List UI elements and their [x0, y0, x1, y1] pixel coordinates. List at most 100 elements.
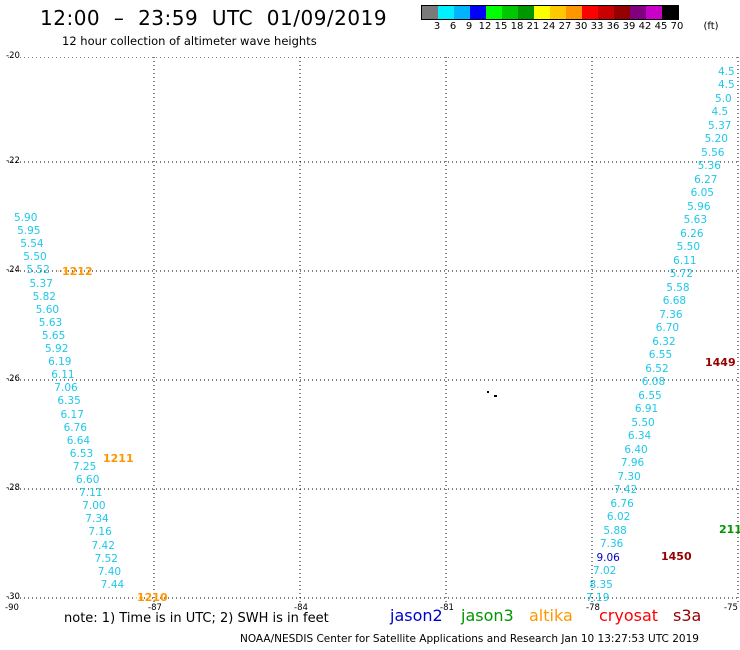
y-tick-label: -22	[6, 156, 20, 166]
wave-height-value: 5.20	[704, 133, 728, 146]
x-tick-label: -81	[440, 603, 454, 613]
note: note: 1) Time is in UTC; 2) SWH is in fe…	[64, 611, 329, 626]
wave-height-value: 5.37	[29, 277, 53, 290]
scale-swatch	[518, 6, 534, 19]
scale-swatch	[598, 6, 614, 19]
wave-height-value: 6.53	[69, 447, 94, 460]
scale-label: 42	[638, 21, 652, 32]
scale-swatch	[646, 6, 662, 19]
time-label: 1212	[62, 265, 93, 278]
wave-height-value: 4.5	[718, 79, 735, 92]
wave-height-value: 7.40	[97, 565, 122, 578]
scale-label: 6	[449, 21, 457, 32]
scale-label: 9	[465, 21, 473, 32]
wave-height-value: 5.90	[14, 212, 38, 224]
legend-jason2: jason2	[390, 606, 443, 625]
legend-s3a: s3a	[673, 606, 702, 625]
wave-height-value: 7.42	[613, 484, 638, 497]
y-tick-label: -30	[6, 592, 20, 602]
wave-height-value: 5.96	[687, 200, 711, 213]
wave-height-value: 5.88	[603, 524, 627, 537]
wave-height-value: 6.91	[634, 403, 659, 416]
wave-height-value: 7.44	[100, 578, 125, 591]
scale-label: 70	[670, 21, 684, 32]
y-tick-label: -20	[6, 51, 20, 61]
time-label: 1450	[661, 550, 692, 563]
scale-swatch	[630, 6, 646, 19]
legend-jason3: jason3	[461, 606, 514, 625]
x-tick-label: -75	[724, 603, 738, 613]
wave-height-value: 6.32	[652, 335, 676, 348]
scale-swatch	[470, 6, 486, 19]
scale-swatch	[438, 6, 454, 19]
wave-height-value: 7.06	[54, 382, 78, 395]
scale-label: (ft)	[703, 21, 719, 32]
wave-height-value: 5.52	[26, 264, 50, 277]
wave-height-value: 5.54	[20, 238, 44, 251]
wave-height-value: 5.95	[17, 225, 41, 238]
wave-height-value: 7.19	[586, 592, 610, 604]
wave-height-value: 5.37	[708, 119, 732, 132]
wave-height-value: 6.55	[648, 349, 673, 362]
wave-height-value: 7.42	[91, 539, 115, 552]
wave-height-value: 7.25	[72, 460, 97, 473]
scale-swatch	[550, 6, 566, 19]
scale-swatch	[534, 6, 550, 19]
y-tick-label: -26	[6, 374, 20, 384]
wave-height-value: 7.30	[617, 470, 641, 483]
scale-swatch	[422, 6, 438, 19]
wave-height-value: 6.27	[694, 173, 718, 186]
scale-swatch	[486, 6, 502, 19]
scale-label: 30	[574, 21, 588, 32]
island-dot	[494, 395, 497, 397]
wave-height-value: 6.52	[645, 362, 669, 375]
x-tick-label: -87	[148, 603, 162, 613]
wave-height-value: 6.34	[627, 430, 652, 443]
wave-height-value: 5.65	[41, 329, 66, 342]
wave-height-value: 5.50	[631, 416, 655, 429]
y-tick-label: -28	[6, 483, 20, 493]
scale-label: 45	[654, 21, 668, 32]
wave-height-value: 5.63	[38, 316, 63, 329]
wave-height-value: 7.36	[659, 308, 683, 321]
wave-height-value: 5.60	[35, 303, 60, 316]
scale-label: 36	[606, 21, 620, 32]
scale-label: 33	[590, 21, 604, 32]
wave-height-value: 6.76	[610, 497, 634, 510]
wave-height-value: 6.08	[641, 376, 666, 389]
wave-height-value: 5.92	[45, 343, 69, 355]
wave-height-value: 6.55	[638, 389, 662, 402]
scale-label: 21	[526, 21, 540, 32]
legend-altika: altika	[529, 606, 573, 625]
wave-height-value: 6.64	[66, 434, 91, 447]
wave-height-value: 5.58	[666, 281, 690, 294]
time-label: 211	[719, 523, 740, 536]
footer-credit: NOAA/NESDIS Center for Satellite Applica…	[240, 633, 699, 645]
wave-height-value: 6.17	[60, 408, 84, 421]
scale-label: 39	[622, 21, 636, 32]
wave-height-value: 6.40	[624, 443, 648, 456]
scale-label: 18	[510, 21, 524, 32]
wave-height-value: 6.02	[606, 511, 631, 524]
wave-height-value: 6.60	[76, 474, 100, 486]
wave-height-value: 7.96	[620, 457, 645, 470]
y-tick-label: -24	[6, 265, 20, 275]
x-tick-label: -84	[294, 603, 308, 613]
legend-cryosat: cryosat	[599, 606, 659, 625]
scale-label: 3	[433, 21, 441, 32]
wave-height-value: 6.35	[57, 395, 81, 408]
x-tick-label: -90	[5, 603, 19, 613]
wave-height-value: 5.50	[23, 251, 47, 264]
wave-height-value: 6.05	[690, 187, 714, 200]
time-label: 1211	[103, 452, 134, 465]
wave-height-value: 6.19	[48, 356, 72, 369]
scale-label: 27	[558, 21, 572, 32]
wave-height-value: 6.11	[673, 254, 697, 267]
wave-height-value: 4.5	[711, 106, 729, 119]
wave-height-value: 7.52	[94, 552, 118, 565]
time-label: 1210	[137, 591, 168, 604]
wave-height-value: 4.5	[718, 66, 735, 78]
map-subtitle: 12 hour collection of altimeter wave hei…	[62, 34, 317, 48]
scale-swatch	[662, 6, 678, 19]
scale-swatch	[502, 6, 518, 19]
